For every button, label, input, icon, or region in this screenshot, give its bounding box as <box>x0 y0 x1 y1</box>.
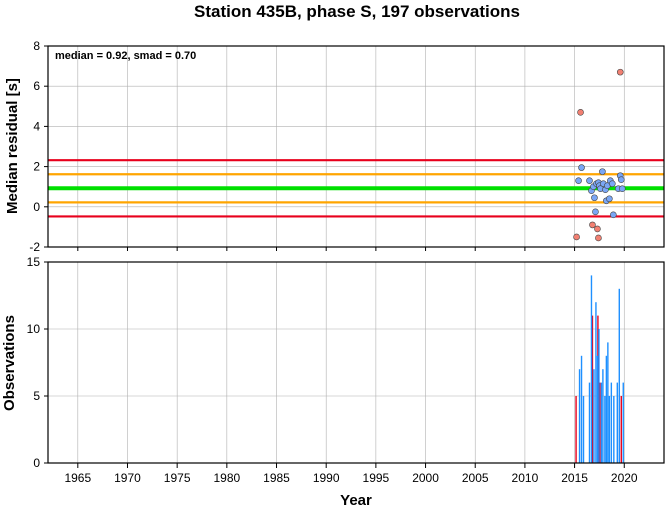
observation-bar-1-7 <box>596 355 599 463</box>
observation-bar-1-17 <box>616 382 619 463</box>
observation-bar-0-3 <box>599 382 601 463</box>
residual-y-axis-label: Median residual [s] <box>4 78 21 214</box>
observations-y-tick-label-3: 15 <box>27 255 41 269</box>
observations-grid <box>48 261 664 464</box>
residual-point-0-5 <box>595 234 602 242</box>
x-tick-label-4: 1985 <box>263 471 290 485</box>
residual-panel-frame <box>47 45 665 248</box>
residual-point-1-22 <box>617 176 625 183</box>
residual-point-1-11 <box>599 168 606 175</box>
x-tick-label-5: 1990 <box>313 471 340 485</box>
observations-y-tick-label-1: 5 <box>33 389 40 403</box>
x-tick-label-7: 2000 <box>412 471 439 485</box>
residual-point-0-0 <box>577 109 584 116</box>
observation-bar-1-5 <box>593 369 595 463</box>
observation-bar-1-13 <box>607 342 609 463</box>
observations-panel: 0 5 10 15 1965 1970 1975 1980 1985 1990 1995 2000 2… <box>1 255 665 509</box>
observation-bar-1-19 <box>622 382 624 463</box>
observation-bar-1-16 <box>613 396 615 463</box>
x-tick-label-3: 1980 <box>213 471 240 485</box>
residual-y-ticks: -2 0 2 4 6 8 <box>29 39 48 254</box>
x-tick-label-0: 1965 <box>64 471 91 485</box>
residual-point-1-1 <box>578 164 585 171</box>
residual-y-tick-label-1: 0 <box>33 200 40 214</box>
residual-point-0-2 <box>573 233 580 241</box>
residual-point-0-3 <box>589 221 596 229</box>
x-tick-label-2: 1975 <box>164 471 191 485</box>
residual-y-tick-label-2: 2 <box>33 160 40 174</box>
x-tick-label-6: 1995 <box>363 471 390 485</box>
observation-bar-1-11 <box>604 396 606 463</box>
observation-bar-1-3 <box>588 382 591 463</box>
residual-y-tick-label-5: 8 <box>33 39 40 53</box>
residual-point-1-6 <box>592 208 599 216</box>
residual-point-1-0 <box>575 177 582 184</box>
observation-bar-1-10 <box>602 369 604 463</box>
x-tick-label-10: 2015 <box>561 471 588 485</box>
observation-bar-1-1 <box>580 355 583 463</box>
residual-y-tick-label-0: -2 <box>29 240 40 254</box>
observations-y-ticks: 0 5 10 15 <box>27 255 48 470</box>
residual-point-1-2 <box>586 177 593 184</box>
residual-point-1-5 <box>591 194 598 202</box>
residual-point-1-19 <box>610 211 617 219</box>
observation-bar-1-6 <box>595 302 597 463</box>
x-tick-label-9: 2010 <box>512 471 539 485</box>
observations-y-tick-label-0: 0 <box>33 456 40 470</box>
median-annotation: median = 0.92, smad = 0.70 <box>55 50 196 62</box>
observations-y-tick-label-2: 10 <box>27 322 41 336</box>
x-axis-label: Year <box>340 492 372 509</box>
observation-bar-1-0 <box>578 369 581 463</box>
x-tick-label-1: 1970 <box>114 471 141 485</box>
residual-point-0-4 <box>594 225 601 233</box>
observation-bar-1-9 <box>600 382 603 463</box>
observation-bar-0-4 <box>620 396 622 463</box>
residual-y-tick-label-4: 6 <box>33 79 40 93</box>
observation-bar-1-8 <box>598 329 600 463</box>
residual-points <box>573 68 626 242</box>
observation-bar-0-1 <box>591 315 594 463</box>
observation-bar-1-4 <box>590 275 593 463</box>
observation-bar-1-2 <box>582 396 585 463</box>
residual-point-1-23 <box>618 185 626 193</box>
reference-lines <box>48 159 664 218</box>
observations-y-axis-label: Observations <box>1 315 18 411</box>
observation-bar-1-14 <box>608 396 611 463</box>
observation-bar-1-15 <box>610 382 613 463</box>
chart-title: Station 435B, phase S, 197 observations <box>194 2 520 21</box>
residual-y-tick-label-3: 4 <box>33 119 40 133</box>
observation-bar-1-12 <box>605 355 608 463</box>
residual-point-1-18 <box>609 180 616 187</box>
observation-bars <box>575 275 624 463</box>
observation-bar-0-0 <box>575 396 577 463</box>
x-tick-label-8: 2005 <box>462 471 489 485</box>
residual-point-1-16 <box>606 195 613 203</box>
residual-panel: -2 0 2 4 6 8 median = 0.92, smad = 0.70 Media… <box>4 39 665 254</box>
observations-panel-frame <box>47 261 665 464</box>
residual-point-0-1 <box>616 68 624 76</box>
observations-x-ticks: 1965 1970 1975 1980 1985 1990 1995 2000 2005 2010… <box>64 463 638 485</box>
residual-x-ticks <box>77 247 625 251</box>
x-tick-label-11: 2020 <box>611 471 638 485</box>
observation-bar-1-18 <box>618 288 620 463</box>
